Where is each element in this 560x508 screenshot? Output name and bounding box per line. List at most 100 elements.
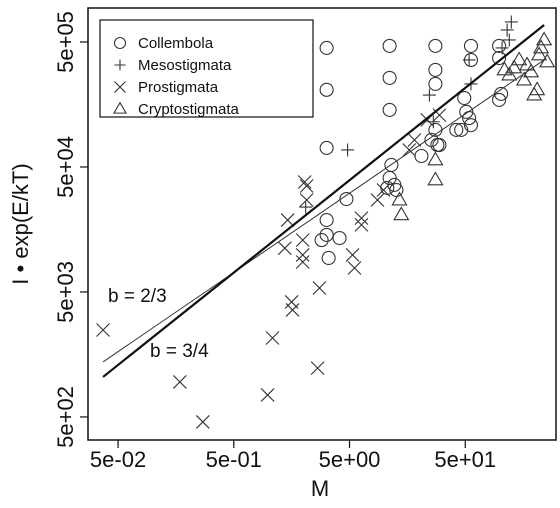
data-point (345, 248, 360, 262)
data-point (382, 70, 397, 85)
data-point (280, 213, 295, 227)
x-tick-label: 5e+00 (319, 447, 381, 472)
data-point (382, 38, 397, 53)
data-point (505, 59, 523, 74)
fit-line (102, 24, 545, 378)
data-point (319, 82, 334, 97)
data-point (492, 38, 507, 53)
data-point (370, 193, 385, 207)
data-point (427, 171, 444, 186)
data-point (310, 361, 325, 375)
data-point (454, 122, 469, 137)
data-point (511, 51, 528, 66)
legend: Collembola Mesostigmata Prostigmata Cryptos… (99, 19, 314, 118)
y-tick-label: 5e+02 (53, 386, 78, 448)
data-point (522, 63, 540, 78)
data-point (347, 261, 362, 275)
data-point (463, 118, 479, 133)
data-point (536, 31, 553, 46)
legend-label: Cryptostigmata (138, 101, 240, 118)
data-point (402, 143, 417, 157)
data-point (339, 191, 354, 207)
x-tick-label: 5e-01 (206, 447, 262, 472)
data-point (526, 86, 543, 101)
data-point (427, 151, 444, 166)
data-point (297, 175, 312, 189)
data-point (532, 39, 550, 54)
data-point (382, 102, 397, 117)
data-point (462, 53, 476, 67)
legend-marker (113, 36, 127, 50)
data-point (459, 104, 474, 119)
y-axis-label: I • exp(E/kT) (8, 163, 33, 284)
data-point (295, 233, 310, 247)
data-point (496, 61, 513, 76)
data-point (295, 248, 310, 262)
data-point (341, 143, 355, 157)
legend-marker (114, 59, 126, 71)
data-point (501, 66, 518, 81)
data-point (495, 41, 509, 55)
legend-marker (114, 81, 126, 93)
data-point (530, 46, 548, 61)
data-point (96, 323, 110, 337)
x-tick-label: 5e+01 (434, 447, 496, 472)
data-point (195, 415, 210, 429)
data-point (389, 182, 404, 198)
legend-label: Mesostigmata (138, 57, 232, 74)
x-tick-label: 5e-02 (90, 447, 146, 472)
data-point (332, 230, 347, 246)
data-point (314, 233, 329, 248)
data-point (319, 140, 334, 155)
data-point (285, 303, 300, 317)
data-point (407, 133, 422, 147)
data-point (502, 33, 516, 47)
legend-label: Collembola (138, 35, 214, 52)
data-point (457, 90, 472, 106)
data-point (449, 122, 464, 137)
data-point (354, 211, 369, 225)
data-point (539, 53, 556, 68)
legend-box (99, 19, 314, 118)
data-point (492, 92, 507, 107)
data-point (518, 56, 536, 71)
data-point (428, 76, 443, 91)
data-point (414, 148, 429, 164)
plot-frame (87, 7, 557, 441)
data-point (299, 200, 313, 214)
legend-label: Prostigmata (138, 79, 219, 96)
y-tick-label: 5e+05 (53, 11, 78, 73)
data-point (299, 179, 314, 193)
data-point (295, 255, 310, 269)
data-point (299, 193, 314, 207)
data-point (500, 23, 514, 37)
fit-line (102, 59, 545, 363)
legend-marker (112, 101, 128, 114)
data-point (319, 227, 334, 242)
y-tick-label: 5e+04 (53, 136, 78, 198)
x-axis-label: M (311, 476, 329, 501)
data-point (380, 180, 395, 195)
data-point (422, 88, 436, 102)
fit-label: b = 2/3 (108, 286, 167, 307)
data-point (432, 108, 447, 122)
data-point (432, 137, 447, 153)
y-tick-label: 5e+03 (53, 261, 78, 323)
data-point (504, 15, 518, 29)
data-point (428, 38, 443, 53)
data-point (260, 388, 275, 402)
fit-label: b = 3/4 (150, 341, 209, 362)
data-point (515, 71, 533, 86)
data-point (319, 40, 334, 55)
data-point (277, 241, 292, 256)
data-point (428, 62, 443, 77)
data-point (393, 206, 410, 221)
data-point (391, 191, 408, 206)
data-point (265, 331, 280, 345)
data-point (319, 213, 334, 228)
data-point (492, 50, 507, 66)
data-point (312, 281, 327, 295)
data-point (172, 375, 187, 389)
data-point (321, 250, 336, 266)
